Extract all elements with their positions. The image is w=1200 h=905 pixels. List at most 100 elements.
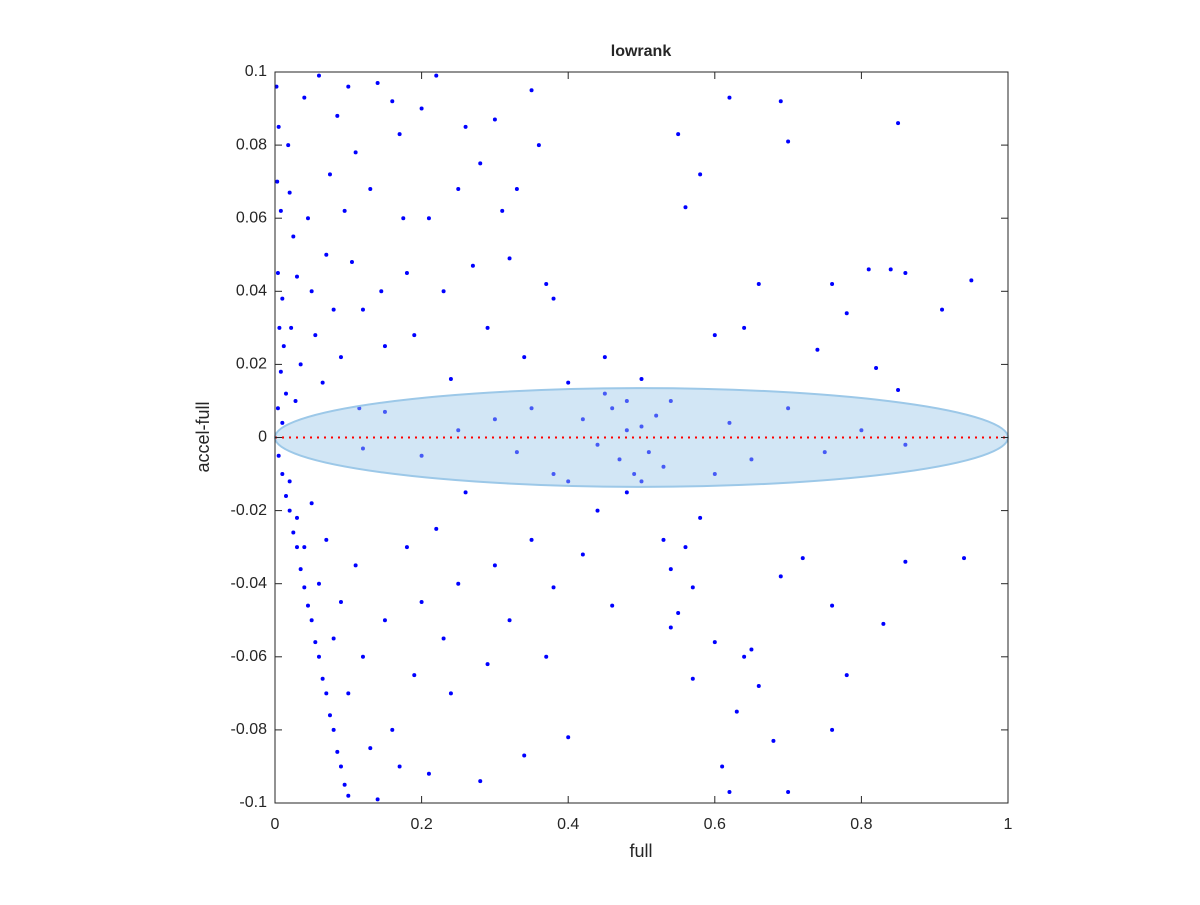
scatter-point (456, 428, 461, 433)
chart-title: lowrank (611, 43, 672, 60)
scatter-point (529, 88, 534, 93)
scatter-point (756, 684, 761, 689)
scatter-point (536, 143, 541, 148)
scatter-point (349, 260, 354, 265)
scatter-point (302, 95, 307, 100)
scatter-point (277, 325, 282, 330)
scatter-point (419, 453, 424, 458)
scatter-point (492, 417, 497, 422)
y-tick-label: -0.08 (231, 721, 268, 738)
scatter-point (280, 420, 285, 425)
scatter-point (690, 676, 695, 681)
scatter-point (676, 610, 681, 615)
scatter-point (463, 490, 468, 495)
y-tick-label: 0.08 (236, 136, 267, 153)
scatter-point (275, 271, 280, 276)
scatter-point (283, 391, 288, 396)
scatter-point (298, 567, 303, 572)
scatter-point (720, 764, 725, 769)
scatter-point (331, 727, 336, 732)
scatter-point (346, 793, 351, 798)
scatter-point (896, 387, 901, 392)
scatter-point (830, 281, 835, 286)
scatter-point (346, 691, 351, 696)
scatter-point (390, 727, 395, 732)
scatter-point (492, 117, 497, 122)
scatter-point (580, 417, 585, 422)
y-tick-label: 0.1 (245, 63, 267, 80)
scatter-point (639, 479, 644, 484)
scatter-point (397, 764, 402, 769)
scatter-point (434, 526, 439, 531)
scatter-point (478, 779, 483, 784)
scatter-point (335, 113, 340, 118)
scatter-point (412, 673, 417, 678)
scatter-point (698, 515, 703, 520)
scatter-point (969, 278, 974, 283)
scatter-point (368, 746, 373, 751)
scatter-point (316, 654, 321, 659)
scatter-point (595, 442, 600, 447)
scatter-point (280, 472, 285, 477)
scatter-point (756, 281, 761, 286)
scatter-point (275, 406, 280, 411)
scatter-point (331, 636, 336, 641)
scatter-point (522, 753, 527, 758)
scatter-point (342, 782, 347, 787)
scatter-point (668, 625, 673, 630)
scatter-point (888, 267, 893, 272)
scatter-point (397, 132, 402, 137)
scatter-point (639, 377, 644, 382)
scatter-point (382, 344, 387, 349)
scatter-point (382, 409, 387, 414)
scatter-point (844, 311, 849, 316)
scatter-point (456, 186, 461, 191)
scatter-point (275, 179, 280, 184)
scatter-point (698, 172, 703, 177)
scatter-point (727, 95, 732, 100)
scatter-point (734, 709, 739, 714)
scatter-point (331, 307, 336, 312)
y-tick-label: -0.02 (231, 502, 268, 519)
scatter-point (727, 420, 732, 425)
scatter-point (316, 581, 321, 586)
scatter-point (632, 472, 637, 477)
scatter-point (624, 398, 629, 403)
scatter-point (448, 377, 453, 382)
scatter-point (610, 406, 615, 411)
y-tick-label: 0 (258, 429, 267, 446)
scatter-point (404, 271, 409, 276)
scatter-point (287, 479, 292, 484)
scatter-point (390, 99, 395, 104)
scatter-point (749, 647, 754, 652)
scatter-point (309, 501, 314, 506)
scatter-point (360, 654, 365, 659)
x-tick-label: 0 (271, 816, 280, 833)
scatter-point (313, 333, 318, 338)
scatter-point (441, 636, 446, 641)
scatter-point (822, 450, 827, 455)
scatter-point (815, 347, 820, 352)
x-tick-label: 0.2 (410, 816, 432, 833)
scatter-point (514, 186, 519, 191)
scatter-point (896, 121, 901, 126)
scatter-point (866, 267, 871, 272)
scatter-point (749, 457, 754, 462)
scatter-point (335, 749, 340, 754)
y-tick-label: 0.06 (236, 209, 267, 226)
scatter-point (291, 234, 296, 239)
scatter-point (786, 406, 791, 411)
scatter-point (324, 537, 329, 542)
scatter-point (276, 453, 281, 458)
scatter-point (338, 355, 343, 360)
scatter-point (324, 252, 329, 257)
scatter-point (302, 545, 307, 550)
scatter-point (903, 559, 908, 564)
scatter-point (492, 563, 497, 568)
scatter-point (485, 662, 490, 667)
scatter-point (338, 599, 343, 604)
scatter-point (327, 713, 332, 718)
scatter-point (830, 603, 835, 608)
scatter-point (940, 307, 945, 312)
